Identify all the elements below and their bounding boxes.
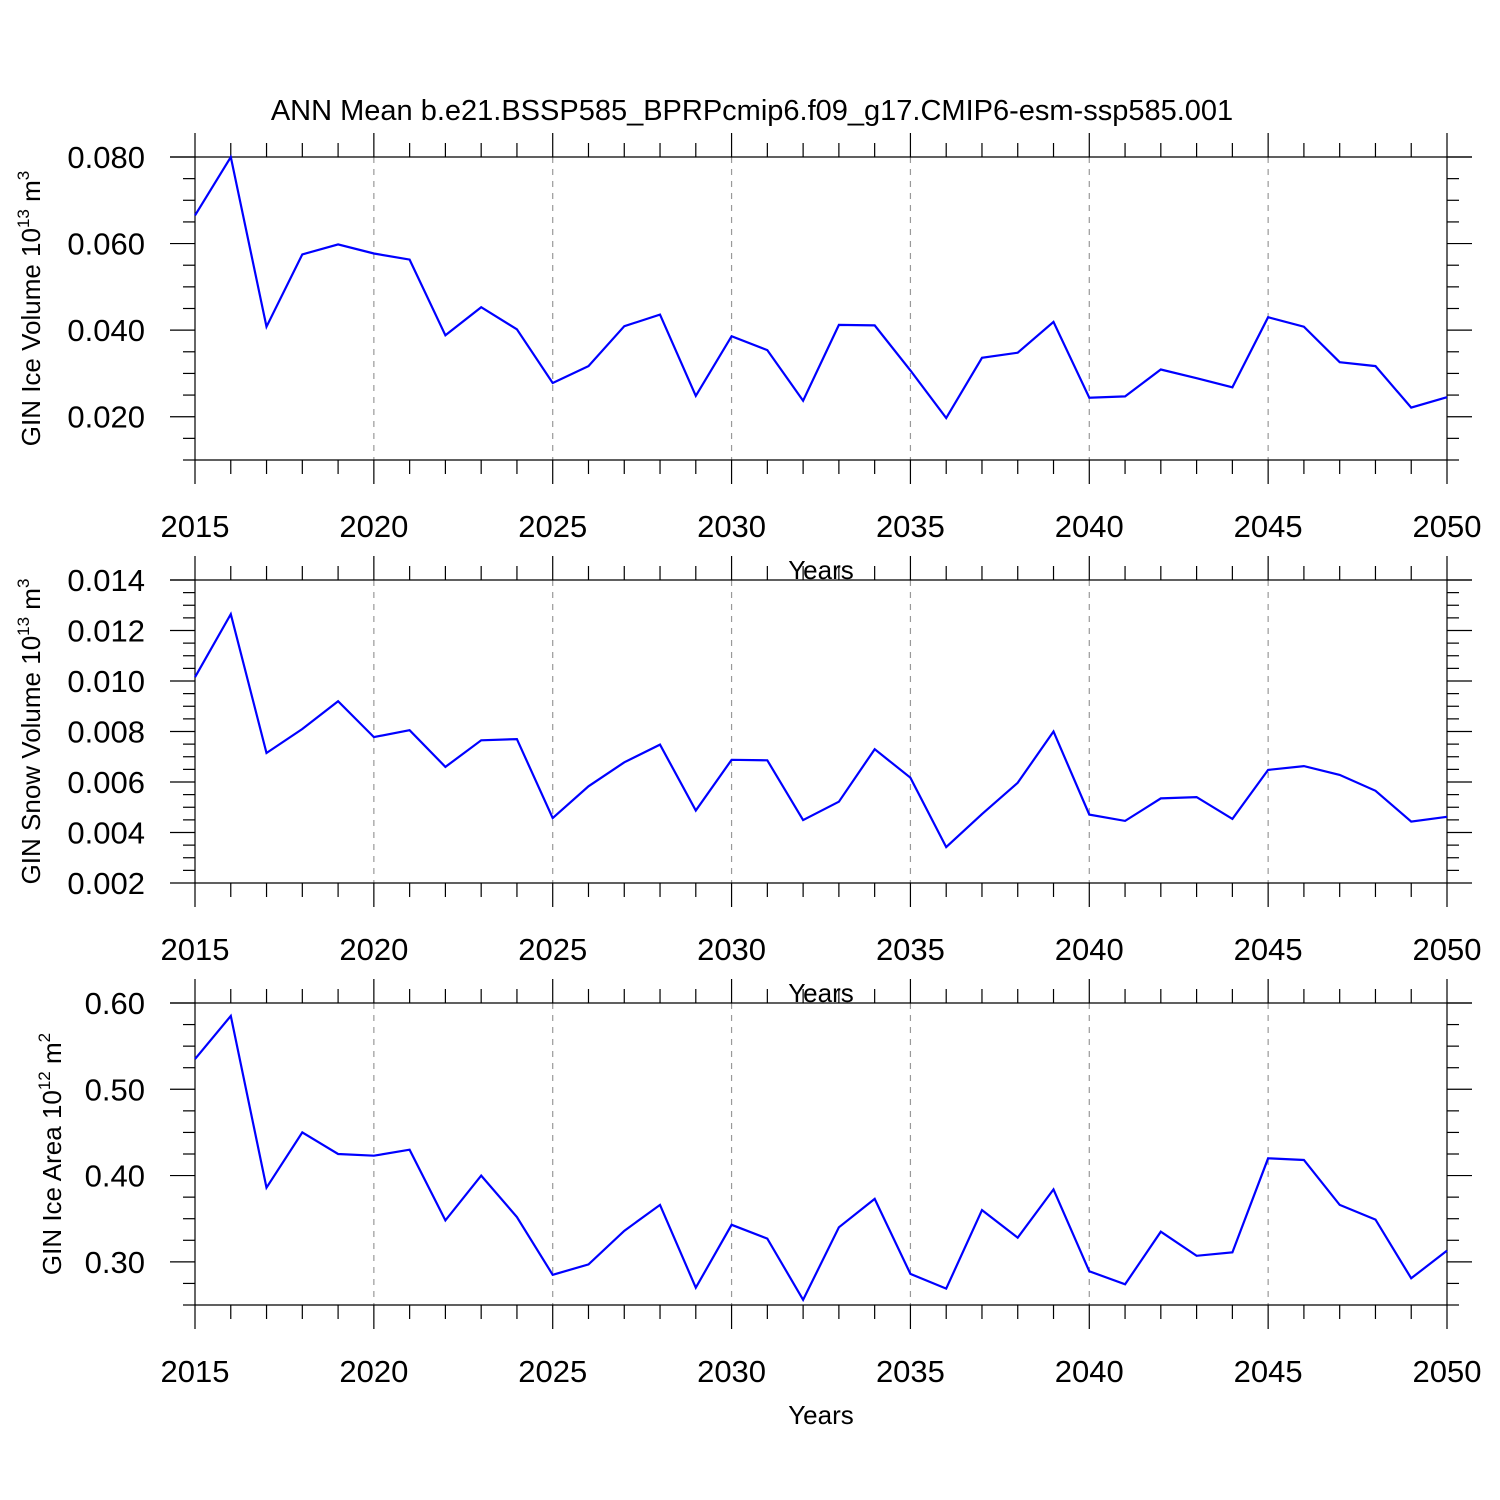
x-tick-label-2025: 2025 bbox=[518, 1354, 587, 1389]
series-line bbox=[194, 154, 1448, 420]
x-tick-label-2035: 2035 bbox=[876, 1354, 945, 1389]
x-axis-label: Years bbox=[788, 1400, 854, 1430]
y-tick-label: 0.010 bbox=[67, 664, 145, 699]
y-tick-label: 0.012 bbox=[67, 614, 145, 649]
x-tick-label-2045: 2045 bbox=[1234, 509, 1303, 544]
x-tick-label-2050: 2050 bbox=[1413, 1354, 1482, 1389]
y-tick-label: 0.020 bbox=[67, 400, 145, 435]
y-axis-label: GIN Ice Area 1012 m2 bbox=[35, 1033, 67, 1275]
y-tick-label: 0.040 bbox=[67, 313, 145, 348]
panel-3: 2015 2020 2025 2030 2035 2040 2045 2050 0.30 0.40… bbox=[35, 979, 1481, 1430]
x-tick-label-2030: 2030 bbox=[697, 1354, 766, 1389]
y-tick-label: 0.006 bbox=[67, 765, 145, 800]
x-tick-label-2050: 2050 bbox=[1413, 932, 1482, 967]
x-tick-label-2015: 2015 bbox=[161, 509, 230, 544]
x-tick-label-2040: 2040 bbox=[1055, 509, 1124, 544]
chart-title: ANN Mean b.e21.BSSP585_BPRPcmip6.f09_g17… bbox=[271, 95, 1233, 127]
x-tick-label-2040: 2040 bbox=[1055, 932, 1124, 967]
x-tick-label-2030: 2030 bbox=[697, 509, 766, 544]
x-tick-label-2040: 2040 bbox=[1055, 1354, 1124, 1389]
y-tick-label: 0.014 bbox=[67, 563, 145, 598]
x-tick-label-2020: 2020 bbox=[339, 509, 408, 544]
x-tick-label-2025: 2025 bbox=[518, 509, 587, 544]
panel-1: 2015 2020 2025 2030 2035 2040 2045 2050 0.020 0.0… bbox=[14, 133, 1481, 585]
panel-2: 2015 2020 2025 2030 2035 2040 2045 2050 0.002 0.0… bbox=[14, 556, 1481, 1008]
x-tick-label-2050: 2050 bbox=[1413, 509, 1482, 544]
x-tick-label-2020: 2020 bbox=[339, 1354, 408, 1389]
y-tick-label: 0.50 bbox=[85, 1072, 145, 1107]
y-tick-label: 0.30 bbox=[85, 1245, 145, 1280]
x-tick-label-2015: 2015 bbox=[161, 1354, 230, 1389]
y-tick-label: 0.080 bbox=[67, 140, 145, 175]
y-tick-label: 0.004 bbox=[67, 816, 145, 851]
x-tick-label-2015: 2015 bbox=[161, 932, 230, 967]
x-tick-label-2030: 2030 bbox=[697, 932, 766, 967]
x-tick-label-2035: 2035 bbox=[876, 509, 945, 544]
y-axis-label: GIN Snow Volume 1013 m3 bbox=[14, 579, 46, 885]
y-tick-label: 0.002 bbox=[67, 866, 145, 901]
y-tick-label: 0.008 bbox=[67, 715, 145, 750]
y-tick-label: 0.060 bbox=[67, 227, 145, 262]
y-axis-label: GIN Ice Volume 1013 m3 bbox=[14, 171, 46, 447]
x-tick-label-2035: 2035 bbox=[876, 932, 945, 967]
x-tick-label-2020: 2020 bbox=[339, 932, 408, 967]
y-tick-label: 0.40 bbox=[85, 1159, 145, 1194]
x-tick-label-2025: 2025 bbox=[518, 932, 587, 967]
x-tick-label-2045: 2045 bbox=[1234, 1354, 1303, 1389]
series-line bbox=[194, 1013, 1448, 1303]
y-tick-label: 0.60 bbox=[85, 986, 145, 1021]
series-line bbox=[194, 611, 1448, 849]
x-tick-label-2045: 2045 bbox=[1234, 932, 1303, 967]
panels: 2015 2020 2025 2030 2035 2040 2045 2050 0.020 0.0… bbox=[14, 133, 1481, 1430]
